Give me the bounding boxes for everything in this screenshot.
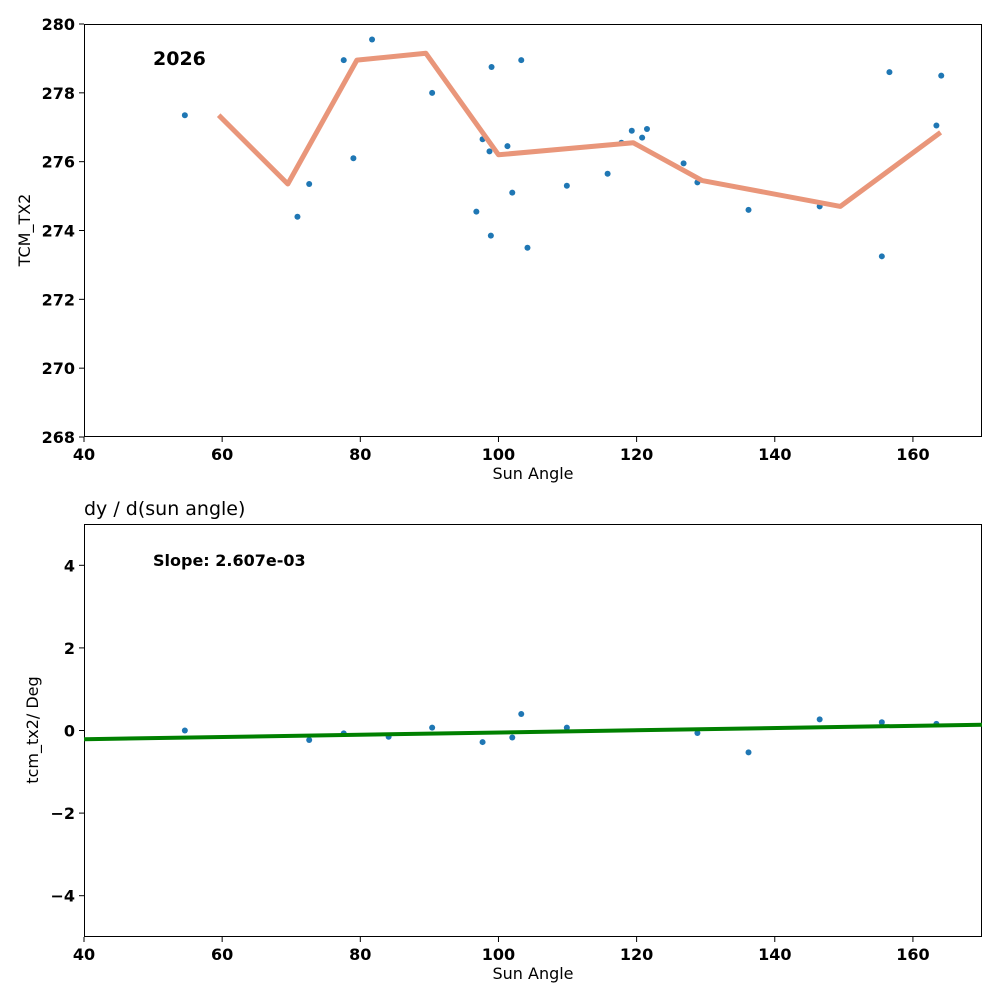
bottom-x-tick-label: 60 — [211, 945, 233, 964]
top-data-point — [524, 244, 531, 251]
top-y-tick-label: 280 — [42, 15, 75, 34]
bottom-y-tick-label: 0 — [64, 722, 75, 741]
top-plot-frame — [84, 24, 982, 437]
bottom-data-point — [509, 734, 516, 741]
top-y-ticks: 268 270 272 274 276 278 280 — [42, 15, 84, 447]
top-data-point — [745, 206, 752, 213]
top-data-point — [643, 125, 650, 132]
top-x-tick-label: 80 — [349, 445, 371, 464]
top-y-tick-label: 278 — [42, 84, 75, 103]
bottom-x-ticks: 40 60 80 100 120 140 160 — [73, 937, 930, 964]
bottom-y-tick-label: −2 — [50, 804, 75, 823]
bottom-data-point — [181, 727, 188, 734]
top-data-point — [294, 213, 301, 220]
top-data-point — [473, 208, 480, 215]
top-plot-marks — [181, 36, 945, 260]
top-y-tick-label: 274 — [42, 222, 75, 241]
top-y-tick-label: 270 — [42, 359, 75, 378]
bottom-plot-frame — [84, 524, 982, 937]
slope-annotation: Slope: 2.607e-03 — [153, 551, 306, 570]
top-x-axis-label: Sun Angle — [492, 464, 573, 483]
top-x-tick-label: 60 — [211, 445, 233, 464]
top-x-tick-label: 100 — [482, 445, 515, 464]
top-data-point — [350, 155, 357, 162]
top-data-point — [938, 72, 945, 79]
top-x-ticks: 40 60 80 100 120 140 160 — [73, 437, 930, 464]
bottom-data-point — [479, 739, 486, 746]
top-data-point — [306, 181, 313, 188]
bottom-x-tick-label: 140 — [758, 945, 791, 964]
bottom-plot-marks — [83, 710, 983, 756]
top-data-point — [369, 36, 376, 43]
bottom-data-point — [563, 724, 570, 731]
bottom-panel: dy / d(sun angle) 40 60 80 100 120 140 160 −4−… — [23, 498, 983, 983]
top-data-point — [680, 160, 687, 167]
top-year-annotation: 2026 — [153, 48, 206, 70]
bottom-y-tick-label: 4 — [64, 556, 75, 575]
top-data-point — [181, 112, 188, 119]
top-data-point — [604, 170, 611, 177]
top-x-tick-label: 120 — [620, 445, 653, 464]
bottom-x-tick-label: 100 — [482, 945, 515, 964]
bottom-x-tick-label: 80 — [349, 945, 371, 964]
top-data-point — [639, 134, 646, 141]
top-x-tick-label: 140 — [758, 445, 791, 464]
top-data-point — [563, 182, 570, 189]
top-data-point — [487, 232, 494, 239]
top-y-axis-label: TCM_TX2 — [15, 194, 35, 268]
top-data-point — [509, 189, 516, 196]
bottom-data-point — [745, 749, 752, 756]
bottom-y-axis-label: tcm_tx2/ Deg — [23, 676, 43, 783]
top-panel: 40 60 80 100 120 140 160 268 270 272 274 276 278 280… — [15, 15, 982, 483]
trend-line — [216, 50, 943, 209]
top-data-point — [628, 127, 635, 134]
top-x-tick-label: 160 — [896, 445, 929, 464]
bottom-data-point — [878, 719, 885, 726]
bottom-data-point — [694, 729, 701, 736]
bottom-y-tick-label: 2 — [64, 639, 75, 658]
top-y-tick-label: 268 — [42, 428, 75, 447]
bottom-x-tick-label: 160 — [896, 945, 929, 964]
top-y-tick-label: 272 — [42, 290, 75, 309]
top-data-point — [933, 122, 940, 129]
top-data-point — [488, 64, 495, 71]
top-data-point — [886, 69, 893, 76]
top-data-point — [878, 253, 885, 260]
top-data-point — [429, 89, 436, 96]
bottom-x-tick-label: 120 — [620, 945, 653, 964]
bottom-data-point — [306, 736, 313, 743]
bottom-data-point — [518, 710, 525, 717]
bottom-data-point — [816, 716, 823, 723]
bottom-data-point — [429, 724, 436, 731]
bottom-x-tick-label: 40 — [73, 945, 95, 964]
bottom-y-ticks: −4 −2 0 2 4 — [50, 556, 84, 906]
top-data-point — [340, 57, 347, 64]
top-data-point — [518, 57, 525, 64]
linear-fit-line — [83, 722, 983, 742]
bottom-chart-title: dy / d(sun angle) — [84, 498, 245, 520]
top-x-tick-label: 40 — [73, 445, 95, 464]
top-y-tick-label: 276 — [42, 153, 75, 172]
top-data-point — [486, 148, 493, 155]
bottom-y-tick-label: −4 — [50, 887, 75, 906]
bottom-x-axis-label: Sun Angle — [492, 964, 573, 983]
top-data-point — [504, 143, 511, 150]
